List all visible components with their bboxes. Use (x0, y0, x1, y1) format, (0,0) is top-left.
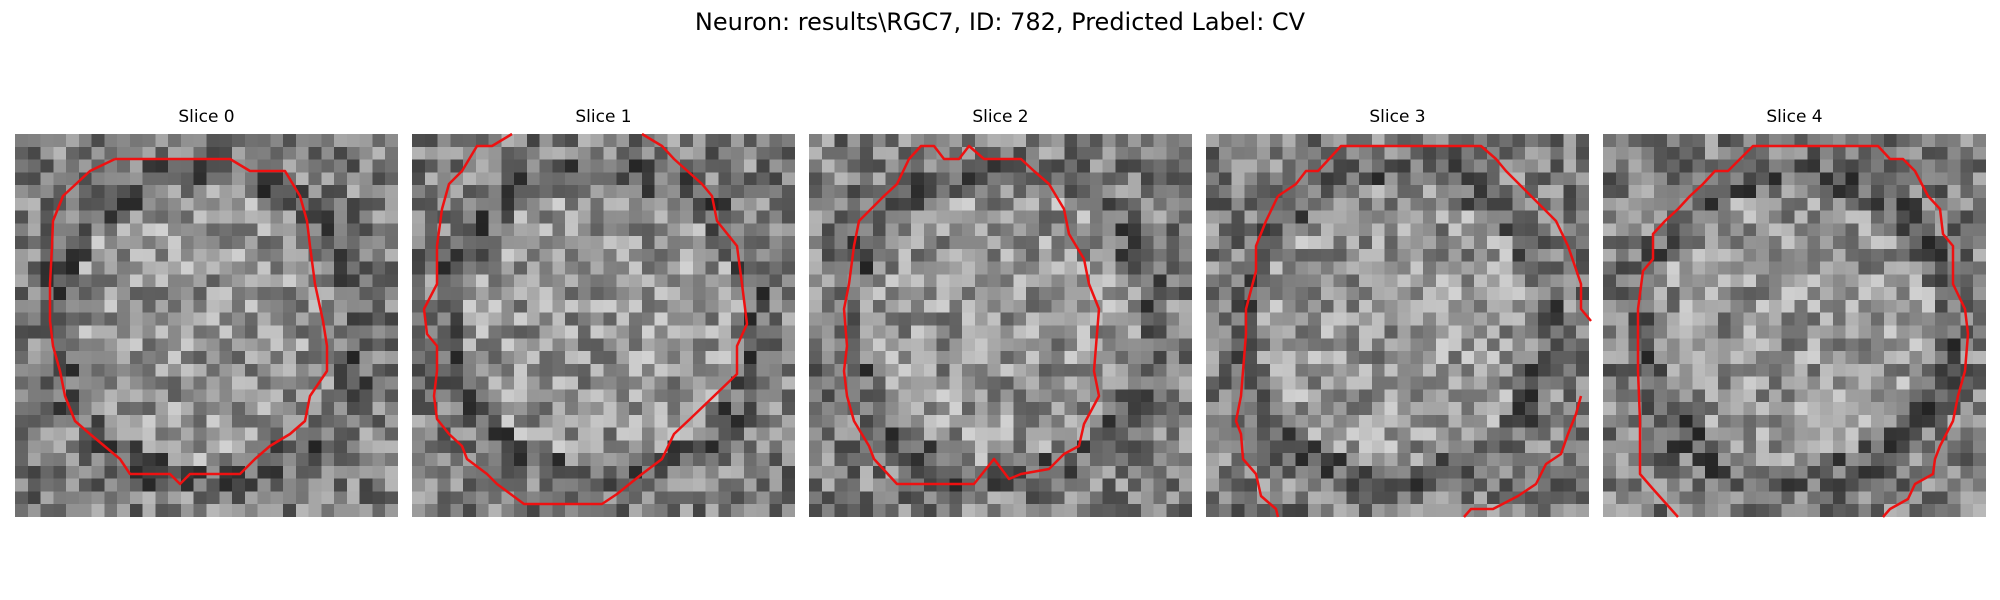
contour-line (1277, 144, 1592, 322)
contour-line (422, 132, 749, 506)
slice-panel: Slice 4 (1603, 107, 1986, 518)
contour-line (1234, 195, 1280, 518)
slice-image (412, 134, 795, 517)
slice-title: Slice 0 (178, 107, 235, 127)
slice-title: Slice 4 (1766, 107, 1823, 127)
contour-line (1636, 144, 1970, 518)
slice-image (1603, 134, 1986, 517)
contour-overlay (1234, 144, 1592, 518)
contour-line (842, 144, 1101, 486)
slice-image (15, 134, 398, 517)
slice-image (1206, 134, 1589, 517)
contour-overlay (422, 132, 749, 506)
contour-overlay (48, 157, 329, 486)
slice-title: Slice 2 (972, 107, 1029, 127)
figure-title: Neuron: results\RGC7, ID: 782, Predicted… (694, 8, 1306, 36)
slice-panel: Slice 2 (809, 107, 1192, 517)
contour-line (1463, 395, 1583, 518)
slice-panel: Slice 3 (1206, 107, 1592, 518)
slice-panel: Slice 0 (15, 107, 398, 517)
slice-title: Slice 1 (575, 107, 632, 127)
slice-title: Slice 3 (1369, 107, 1426, 127)
slice-panel: Slice 1 (412, 107, 795, 517)
contour-overlay (842, 144, 1101, 486)
contour-overlay (1636, 144, 1970, 518)
contour-line (48, 157, 329, 486)
